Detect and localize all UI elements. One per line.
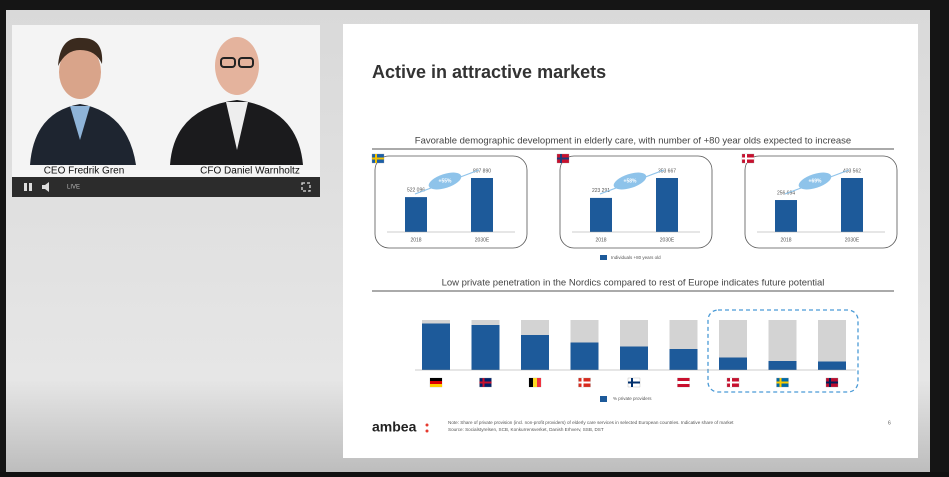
controls-bar	[12, 177, 320, 197]
legend-swatch	[600, 255, 607, 260]
x-tick-label: 2030E	[475, 237, 490, 243]
flag	[579, 382, 591, 384]
bar	[670, 349, 698, 370]
panel-box	[375, 156, 527, 248]
bar	[769, 361, 797, 370]
x-tick-label: 2030E	[660, 237, 675, 243]
growth-label: +55%	[439, 178, 452, 184]
flag	[537, 378, 541, 387]
page-number: 6	[888, 420, 891, 426]
note: Note: Share of private provision (incl. …	[448, 420, 734, 425]
value-label: 522 096	[407, 187, 425, 193]
flag	[533, 378, 537, 387]
bar	[521, 335, 549, 370]
bar	[719, 358, 747, 371]
logo-dot	[426, 424, 429, 427]
growth-label: +58%	[624, 178, 637, 184]
live-label: LIVE	[67, 185, 80, 191]
video-panel: CEO Fredrik Gren CFO Daniel Warnholtz LI…	[12, 25, 320, 197]
flag	[430, 381, 442, 384]
flag	[727, 382, 739, 384]
screen: CEO Fredrik Gren CFO Daniel Warnholtz LI…	[0, 0, 949, 472]
legend-swatch	[600, 396, 607, 402]
bar	[818, 362, 846, 371]
flag	[742, 158, 754, 160]
flag	[557, 158, 569, 160]
logo-dot	[426, 430, 429, 433]
flag	[678, 381, 690, 384]
flag	[678, 378, 690, 381]
growth-label: +69%	[809, 178, 822, 184]
flag	[628, 382, 640, 384]
logo: ambea	[372, 419, 417, 435]
flag	[678, 384, 690, 387]
bar	[620, 347, 648, 371]
x-tick-label: 2018	[595, 237, 606, 243]
flag	[826, 382, 838, 384]
flag	[372, 158, 384, 160]
x-tick-label: 2018	[410, 237, 421, 243]
bar	[571, 343, 599, 371]
slide-title: Active in attractive markets	[372, 62, 606, 82]
flag	[430, 378, 442, 381]
flag	[430, 384, 442, 387]
legend-label: % private providers	[613, 396, 652, 401]
section-title: Low private penetration in the Nordics c…	[442, 278, 825, 289]
bar	[841, 178, 863, 232]
panel-box	[560, 156, 712, 248]
note: Source: Socialstyrelsen, SCB, Konkurrens…	[448, 427, 604, 432]
section-title: Favorable demographic development in eld…	[415, 136, 851, 147]
legend-label: Individuals +80 years old	[611, 255, 661, 260]
bar	[405, 197, 427, 232]
bar	[472, 325, 500, 370]
panel-box	[745, 156, 897, 248]
flag	[529, 378, 533, 387]
speaker-label: CEO Fredrik Gren	[44, 166, 125, 177]
bar	[656, 178, 678, 232]
speaker-label: CFO Daniel Warnholtz	[200, 166, 300, 177]
bar	[422, 324, 450, 371]
flag	[480, 382, 492, 384]
x-tick-label: 2030E	[845, 237, 860, 243]
bar	[471, 178, 493, 232]
page: CEO Fredrik Gren CFO Daniel Warnholtz LI…	[0, 0, 949, 472]
x-tick-label: 2018	[780, 237, 791, 243]
bar	[775, 200, 797, 232]
bar	[590, 198, 612, 232]
flag	[777, 382, 789, 384]
